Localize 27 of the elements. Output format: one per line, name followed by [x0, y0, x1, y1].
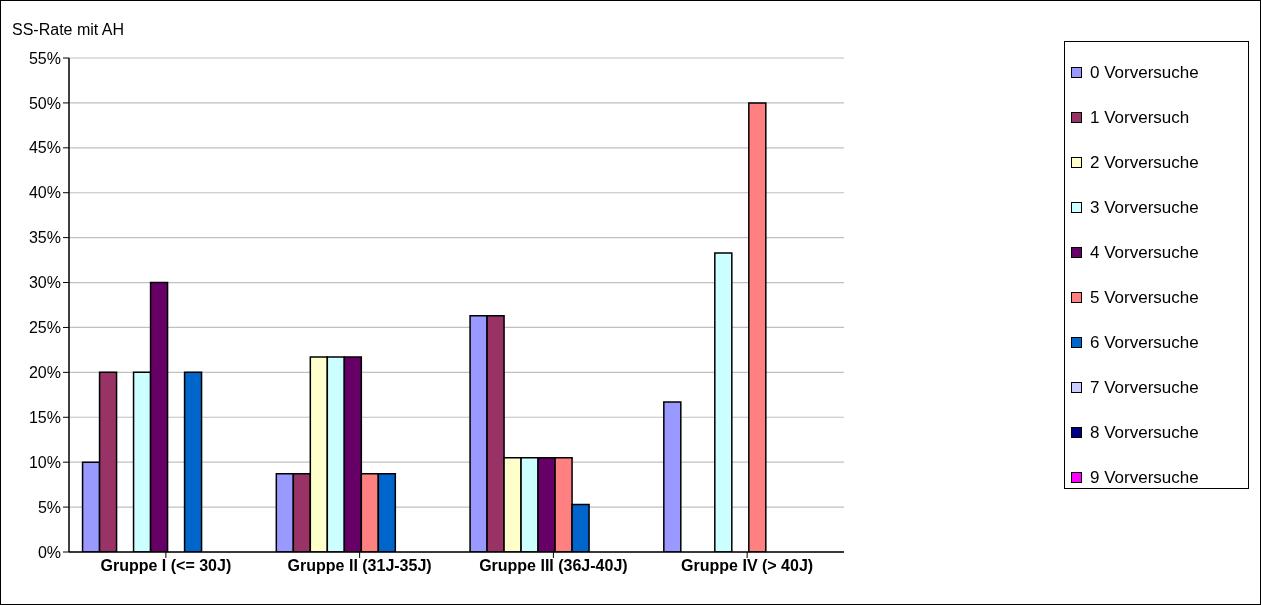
legend-label: 2 Vorversuche: [1090, 152, 1199, 173]
y-axis-title: SS-Rate mit AH: [12, 21, 125, 39]
legend-label: 4 Vorversuche: [1090, 242, 1199, 263]
x-tick-label: Gruppe III (36J-40J): [479, 557, 628, 575]
legend-label: 5 Vorversuche: [1090, 287, 1199, 308]
y-tick-label: 30%: [28, 274, 61, 292]
legend-label: 3 Vorversuche: [1090, 197, 1199, 218]
legend-label: 9 Vorversuche: [1090, 467, 1199, 488]
legend-label: 6 Vorversuche: [1090, 332, 1199, 353]
y-tick-label: 5%: [37, 498, 61, 516]
legend-label: 7 Vorversuche: [1090, 377, 1199, 398]
x-tick-label: Gruppe I (<= 30J): [100, 557, 232, 575]
legend-label: 8 Vorversuche: [1090, 422, 1199, 443]
y-tick-label: 40%: [28, 184, 61, 202]
legend-label: 0 Vorversuche: [1090, 62, 1199, 83]
x-tick-label: Gruppe II (31J-35J): [287, 557, 432, 575]
y-tick-label: 55%: [28, 49, 61, 67]
y-tick-label: 15%: [28, 408, 61, 426]
y-tick-label: 25%: [28, 319, 61, 337]
y-tick-label: 10%: [28, 453, 61, 471]
legend-label: 1 Vorversuch: [1090, 107, 1190, 128]
y-tick-label: 0%: [37, 543, 61, 561]
x-tick-label: Gruppe IV (> 40J): [681, 557, 814, 575]
y-tick-label: 35%: [28, 229, 61, 247]
y-tick-label: 50%: [28, 94, 61, 112]
y-tick-label: 20%: [28, 364, 61, 382]
y-tick-label: 45%: [28, 139, 61, 157]
